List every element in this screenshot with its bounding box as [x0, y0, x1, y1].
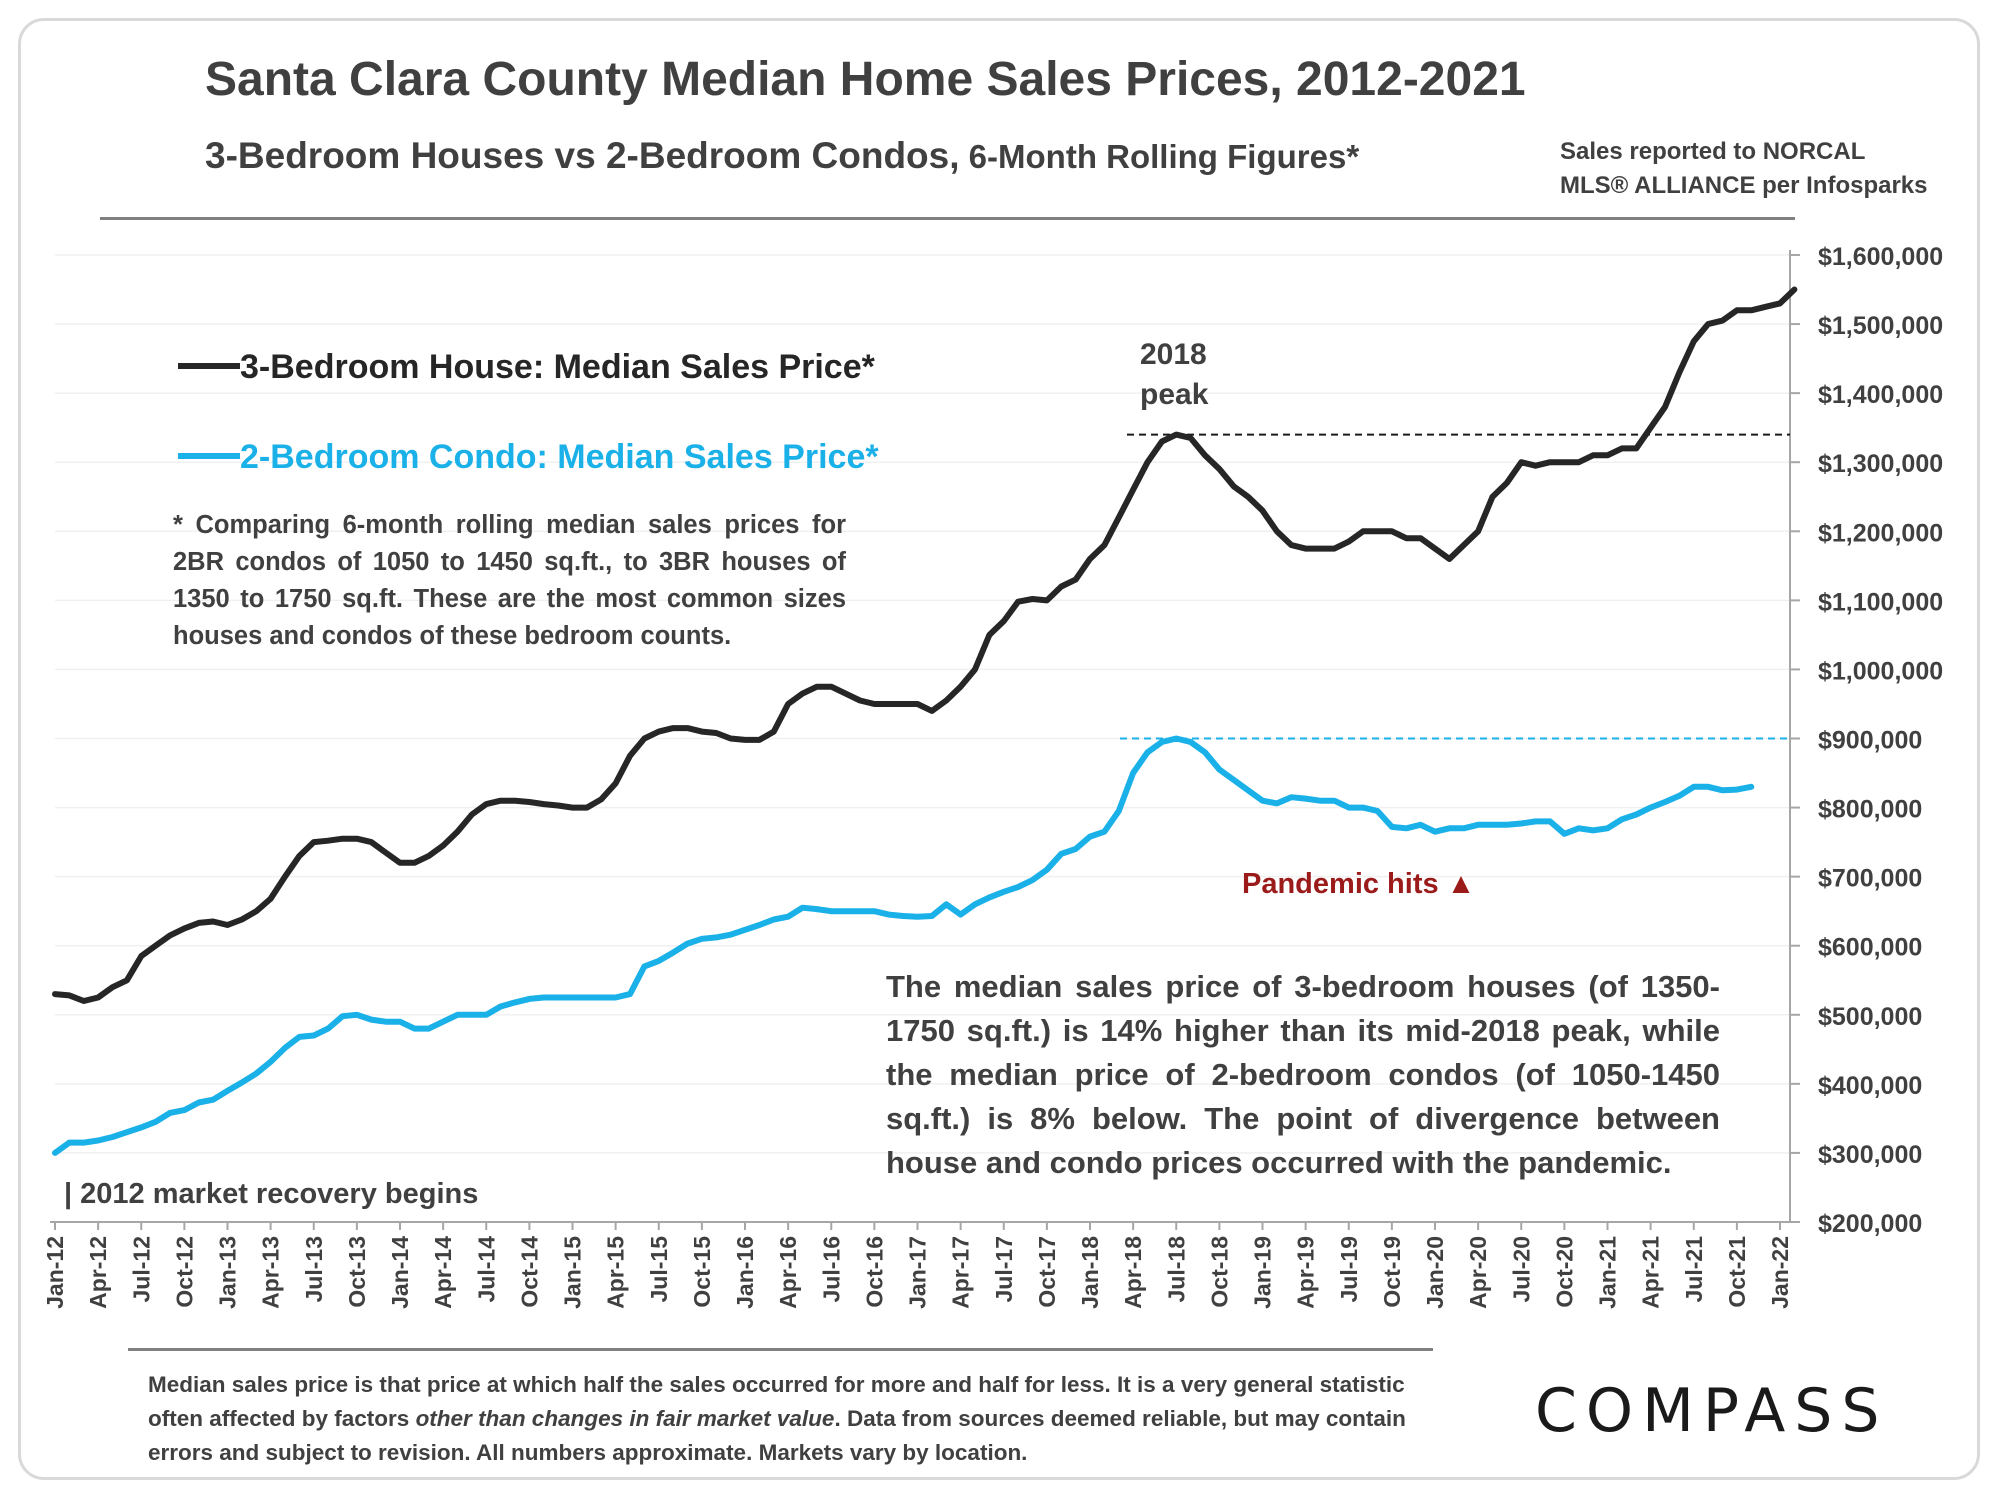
x-tick-label: Jul-20	[1508, 1236, 1534, 1302]
source-line-2: MLS® ALLIANCE per Infosparks	[1560, 172, 1928, 199]
data-source-note: Sales reported to NORCAL MLS® ALLIANCE pe…	[1560, 135, 1928, 203]
x-tick-label: Jan-19	[1250, 1236, 1276, 1309]
x-tick-label: Oct-17	[1034, 1236, 1060, 1308]
legend-label-condo: 2-Bedroom Condo: Median Sales Price*	[240, 438, 879, 476]
x-tick-label: Apr-17	[948, 1236, 974, 1309]
x-tick-label: Oct-14	[516, 1236, 542, 1308]
x-tick-label: Jul-16	[818, 1236, 844, 1302]
y-tick-label: $900,000	[1818, 727, 1922, 755]
x-tick-label: Apr-19	[1293, 1236, 1319, 1309]
axes	[50, 250, 1791, 1223]
chart-title: Santa Clara County Median Home Sales Pri…	[205, 53, 1526, 106]
chart-frame	[18, 18, 1980, 1480]
pandemic-annotation: Pandemic hits ▲	[1242, 868, 1475, 900]
y-tick-label: $1,000,000	[1818, 657, 1943, 685]
x-tick-label: Jul-21	[1681, 1236, 1707, 1303]
footer-italic: other than changes in fair market value	[415, 1406, 835, 1431]
x-tick-label: Jan-22	[1767, 1236, 1793, 1309]
series-line-condo	[52, 735, 1755, 1156]
y-tick-label: $400,000	[1818, 1072, 1922, 1100]
reference-lines	[1120, 433, 1790, 740]
y-tick-label: $1,300,000	[1818, 450, 1943, 478]
x-tick-label: Oct-20	[1551, 1236, 1577, 1308]
gridlines	[55, 254, 1790, 1154]
x-axis-ticks: Jan-12 Apr-12 Jul-12 Oct-12 Jan-13 Apr-13 Jul-…	[42, 1222, 1793, 1309]
x-tick-label: Jul-14	[473, 1236, 499, 1303]
x-tick-label: Oct-21	[1724, 1236, 1750, 1308]
x-tick-label: Jan-16	[732, 1236, 758, 1309]
legend-label-house: 3-Bedroom House: Median Sales Price*	[240, 348, 876, 386]
recovery-annotation: | 2012 market recovery begins	[64, 1178, 478, 1210]
y-tick-label: $1,400,000	[1818, 381, 1943, 409]
x-tick-label: Apr-16	[775, 1236, 801, 1309]
annotations: 2018 peak Pandemic hits ▲ | 2012 market …	[64, 338, 1475, 1210]
peak-label-line-1: 2018	[1140, 338, 1207, 371]
footer-text-1: Median sales price is that price at whic…	[148, 1372, 1405, 1431]
peak-label-line-2: peak	[1140, 378, 1209, 411]
x-tick-label: Jul-19	[1336, 1236, 1362, 1302]
x-tick-label: Jul-17	[991, 1236, 1017, 1302]
x-tick-label: Jul-18	[1163, 1236, 1189, 1303]
header-divider	[100, 217, 1795, 220]
x-tick-label: Oct-13	[344, 1236, 370, 1308]
x-tick-label: Apr-18	[1120, 1236, 1146, 1309]
y-tick-label: $300,000	[1818, 1141, 1922, 1169]
y-tick-label: $1,500,000	[1818, 312, 1943, 340]
subtitle-main: 3-Bedroom Houses vs 2-Bedroom Condos,	[205, 135, 960, 176]
y-tick-label: $1,100,000	[1818, 588, 1943, 616]
x-tick-label: Jan-15	[560, 1236, 586, 1309]
source-line-1: Sales reported to NORCAL	[1560, 138, 1866, 165]
x-tick-label: Oct-15	[689, 1236, 715, 1308]
y-tick-label: $600,000	[1818, 934, 1922, 962]
footer-disclaimer: Median sales price is that price at whic…	[148, 1368, 1448, 1470]
x-tick-label: Jan-18	[1077, 1236, 1103, 1309]
x-tick-label: Jan-17	[905, 1236, 931, 1309]
size-comparison-note: * Comparing 6-month rolling median sales…	[173, 511, 846, 650]
x-tick-label: Jul-15	[646, 1236, 672, 1303]
y-tick-label: $1,200,000	[1818, 519, 1943, 547]
x-tick-label: Jan-21	[1595, 1236, 1621, 1309]
y-tick-label: $700,000	[1818, 865, 1922, 893]
y-tick-label: $200,000	[1818, 1210, 1922, 1238]
footer-divider	[128, 1348, 1433, 1351]
x-tick-label: Jul-13	[301, 1236, 327, 1302]
y-tick-label: $500,000	[1818, 1003, 1922, 1031]
x-tick-label: Oct-12	[171, 1236, 197, 1308]
y-axis-ticks: $200,000 $300,000 $400,000 $500,000 $600,000…	[1790, 243, 1943, 1238]
x-tick-label: Jan-20	[1422, 1236, 1448, 1309]
series-line-house	[52, 286, 1798, 1004]
footer-text-2: . Data from sources deemed reliable, but…	[148, 1406, 1406, 1465]
chart-subtitle: 3-Bedroom Houses vs 2-Bedroom Condos, 6-…	[205, 135, 1359, 177]
x-tick-label: Oct-18	[1206, 1236, 1232, 1308]
x-tick-label: Apr-12	[85, 1236, 111, 1309]
y-tick-label: $800,000	[1818, 796, 1922, 824]
series-lines	[52, 286, 1798, 1156]
subtitle-small: 6-Month Rolling Figures*	[959, 138, 1360, 175]
x-tick-label: Apr-20	[1465, 1236, 1491, 1309]
x-tick-label: Apr-15	[603, 1236, 629, 1309]
x-tick-label: Jul-12	[128, 1236, 154, 1302]
summary-text: The median sales price of 3-bedroom hous…	[886, 969, 1720, 1180]
y-tick-label: $1,600,000	[1818, 243, 1943, 271]
x-tick-label: Oct-19	[1379, 1236, 1405, 1308]
x-tick-label: Jan-14	[387, 1236, 413, 1309]
x-tick-label: Apr-21	[1638, 1236, 1664, 1309]
x-tick-label: Oct-16	[861, 1236, 887, 1308]
x-tick-label: Apr-14	[430, 1236, 456, 1309]
x-tick-label: Apr-13	[258, 1236, 284, 1309]
x-tick-label: Jan-12	[42, 1236, 68, 1309]
legend: 3-Bedroom House: Median Sales Price* 2-B…	[178, 348, 879, 476]
compass-logo: COMPASS	[1535, 1376, 1889, 1446]
x-tick-label: Jan-13	[215, 1236, 241, 1309]
